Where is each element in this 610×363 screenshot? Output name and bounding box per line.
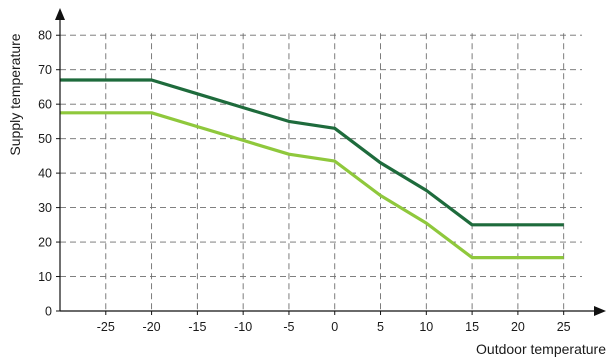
x-tick-label: 20	[511, 320, 525, 334]
y-tick-label: 60	[38, 98, 52, 112]
y-tick-label: 40	[38, 167, 52, 181]
y-tick-label: 20	[38, 236, 52, 250]
y-tick-label: 10	[38, 270, 52, 284]
series-line-1	[60, 78, 564, 227]
x-tick-label: -20	[143, 320, 161, 334]
x-tick-label: 5	[377, 320, 384, 334]
axes	[55, 8, 606, 316]
x-tick-label: 10	[419, 320, 433, 334]
x-axis-arrow	[594, 306, 606, 316]
y-axis-arrow	[55, 8, 65, 20]
y-tick-label: 30	[38, 201, 52, 215]
x-tick-label: -25	[97, 320, 115, 334]
x-tick-label: -5	[283, 320, 294, 334]
y-tick-label: 80	[38, 29, 52, 43]
y-tick-label: 50	[38, 132, 52, 146]
x-tick-label: 0	[331, 320, 338, 334]
x-tick-label: 15	[465, 320, 479, 334]
x-tick-label: -15	[188, 320, 206, 334]
tick-labels: -25 -20 -15 -10 -5 0 5 10 15 20 25 0 10 20 30 40 50 60 70 8…	[38, 29, 571, 334]
y-tick-label: 0	[45, 305, 52, 319]
grid	[60, 33, 582, 311]
x-axis-title: Outdoor temperature	[476, 341, 606, 357]
x-tick-label: 25	[557, 320, 571, 334]
x-tick-label: -10	[234, 320, 252, 334]
y-tick-label: 70	[38, 63, 52, 77]
y-axis-title: Supply temperature	[7, 33, 23, 155]
series-line-2	[60, 111, 564, 260]
series-group	[60, 78, 564, 260]
